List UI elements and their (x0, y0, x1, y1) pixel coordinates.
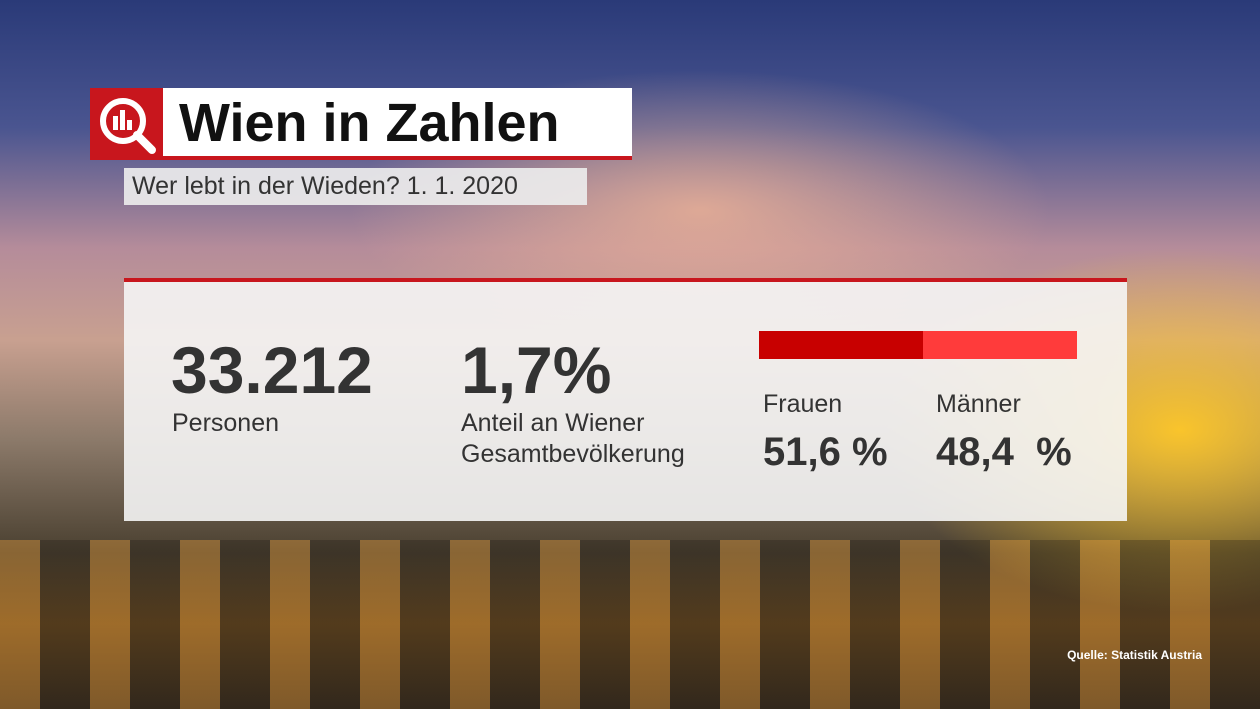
segment-name: Frauen (763, 390, 843, 418)
stat-label: Anteil an Wiener Gesamtbevölkerung (461, 409, 685, 468)
stat-label: Personen (172, 409, 280, 437)
logo-icon (100, 98, 156, 154)
title: Wien in Zahlen (163, 88, 632, 160)
subtitle: Wer lebt in der Wieden? 1. 1. 2020 (124, 168, 587, 205)
source: Quelle: Statistik Austria (1067, 648, 1202, 662)
stat-value: 1,7% (461, 333, 612, 407)
stat-value: 33.212 (171, 333, 373, 407)
bar-segment (759, 331, 924, 359)
segment-name: Männer (936, 390, 1021, 418)
segment-value: 51,6 % (763, 430, 888, 474)
bar-segment (923, 331, 1077, 359)
segment-value: 48,4 % (936, 430, 1072, 474)
logo (90, 88, 163, 160)
stats-card: 33.212 Personen 1,7% Anteil an Wiener Ge… (124, 278, 1127, 521)
